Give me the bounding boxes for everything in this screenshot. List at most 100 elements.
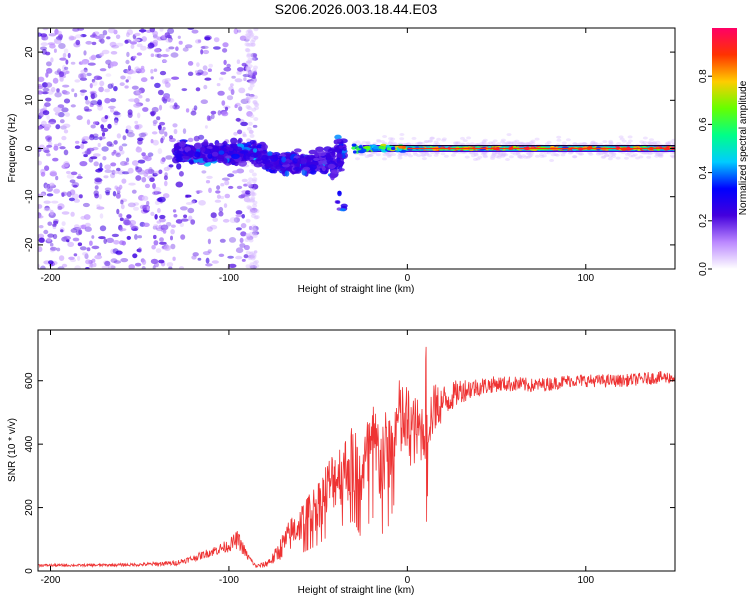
- heatmap-cell: [252, 225, 259, 232]
- heatmap-cell: [137, 137, 144, 142]
- heatmap-cell: [190, 110, 197, 116]
- heatmap-cell: [209, 224, 218, 230]
- heatmap-cell: [94, 193, 99, 199]
- heatmap-cell: [141, 259, 147, 265]
- heatmap-cell: [43, 124, 52, 129]
- heatmap-cell: [156, 220, 162, 224]
- heatmap-cell: [556, 138, 562, 142]
- heatmap-cell: [127, 167, 134, 174]
- heatmap-cell: [104, 88, 111, 93]
- heatmap-cell: [66, 174, 75, 179]
- heatmap-cell: [235, 210, 243, 215]
- heatmap-cell: [43, 182, 48, 189]
- heatmap-cell: [185, 108, 190, 113]
- heatmap-cell: [152, 172, 158, 177]
- colorbar-gradient: [712, 28, 737, 269]
- colorbar-ticks: 0.0 0.2 0.4 0.6 0.8: [698, 69, 712, 276]
- heatmap-cell: [227, 173, 235, 178]
- heatmap-cell: [251, 37, 257, 42]
- heatmap-cell: [120, 258, 129, 263]
- heatmap-cell: [82, 252, 88, 256]
- heatmap-cell: [42, 28, 49, 31]
- heatmap-cell: [248, 70, 254, 74]
- heatmap-cell: [355, 140, 361, 144]
- heatmap-cell: [553, 153, 559, 156]
- heatmap-cell: [90, 261, 93, 268]
- heatmap-cell: [550, 153, 556, 157]
- heatmap-cell: [246, 52, 252, 57]
- heatmap-cell: [500, 152, 506, 156]
- heatmap-cell: [58, 71, 65, 78]
- heatmap-cell: [150, 211, 155, 216]
- heatmap-cell: [43, 200, 51, 204]
- heatmap-cell: [459, 142, 465, 146]
- heatmap-cell: [460, 136, 465, 140]
- heatmap-cell: [83, 50, 87, 56]
- heatmap-cell: [480, 152, 486, 156]
- heatmap-cell: [254, 102, 260, 107]
- heatmap-cell: [110, 162, 117, 167]
- heatmap-cell: [130, 41, 137, 45]
- heatmap-cell: [63, 48, 69, 54]
- heatmap-cell: [217, 110, 222, 116]
- heatmap-cell: [247, 64, 253, 69]
- heatmap-cell: [134, 124, 140, 130]
- heatmap-cell: [92, 121, 99, 125]
- heatmap-cell: [365, 141, 371, 145]
- heatmap-cell: [501, 152, 507, 156]
- heatmap-cell: [368, 153, 374, 157]
- heatmap-cell: [71, 88, 75, 92]
- heatmap-cell: [79, 89, 87, 93]
- snr-axes-frame: [37, 329, 676, 572]
- heatmap-cell: [72, 193, 79, 200]
- heatmap-cell: [218, 206, 224, 213]
- heatmap-cell: [420, 153, 426, 157]
- heatmap-cell: [640, 142, 646, 146]
- heatmap-cell: [628, 154, 634, 158]
- heatmap-cell: [41, 36, 46, 41]
- heatmap-cell: [218, 211, 224, 217]
- heatmap-cell: [151, 131, 158, 135]
- heatmap-cell: [339, 168, 345, 172]
- heatmap-cell: [115, 193, 121, 199]
- heatmap-cell: [131, 189, 137, 194]
- heatmap-cell: [77, 255, 81, 262]
- heatmap-cell: [78, 194, 83, 199]
- heatmap-cell: [44, 102, 51, 107]
- heatmap-cell: [187, 61, 194, 66]
- heatmap-cell: [251, 252, 257, 257]
- heatmap-cell: [248, 71, 254, 76]
- heatmap-cell: [45, 72, 49, 78]
- heatmap-cell: [252, 148, 258, 153]
- heatmap-cell: [382, 135, 388, 138]
- heatmap-cell: [424, 151, 430, 155]
- heatmap-cell: [61, 211, 70, 215]
- heatmap-cell: [72, 184, 78, 188]
- figure-title: S206.2026.003.18.44.E03: [275, 1, 438, 17]
- heatmap-cell: [247, 86, 253, 91]
- heatmap-cell: [469, 142, 475, 146]
- heatmap-cell: [481, 141, 487, 145]
- heatmap-cell: [247, 254, 255, 259]
- heatmap-cell: [651, 141, 657, 144]
- heatmap-cell: [667, 140, 673, 144]
- heatmap-cell: [160, 224, 169, 231]
- heatmap-cell: [76, 115, 83, 121]
- heatmap-cell: [67, 241, 75, 247]
- heatmap-cell: [163, 166, 170, 172]
- heatmap-cell: [391, 146, 396, 151]
- heatmap-cell: [207, 238, 211, 245]
- heatmap-cell: [74, 265, 81, 269]
- heatmap-cell: [70, 171, 78, 176]
- heatmap-cell: [127, 109, 133, 116]
- heatmap-cell: [65, 170, 71, 175]
- heatmap-cell: [243, 183, 248, 187]
- heatmap-cell: [42, 87, 50, 92]
- heatmap-cell: [147, 46, 153, 50]
- heatmap-cell: [352, 141, 358, 145]
- heatmap-cell: [249, 133, 255, 138]
- heatmap-cell: [462, 139, 468, 143]
- y-tick-label: -10: [24, 189, 35, 204]
- heatmap-cell: [78, 73, 84, 80]
- heatmap-cell: [246, 95, 252, 100]
